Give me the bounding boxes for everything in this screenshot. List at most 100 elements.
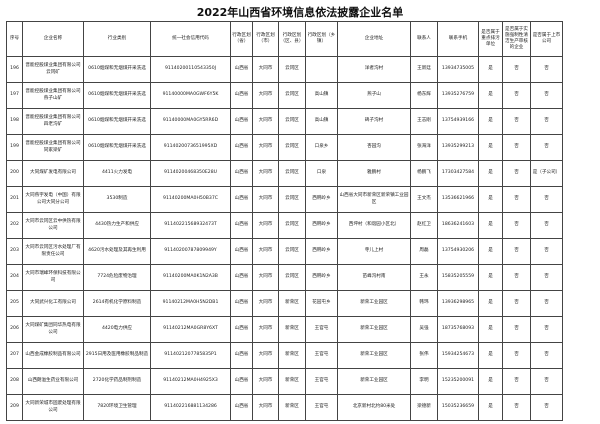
column-header: 统一社会信用代码 (150, 21, 231, 57)
table-cell: 208 (6, 368, 23, 395)
company-table: 序号 企业名称 行业类别 统一社会信用代码 行政区划（省） 行政区划（市） 行政区划（区、县… (6, 21, 563, 421)
table-cell: 否 (530, 56, 563, 83)
table-cell: 大同煤矿发电有限公司 (22, 160, 84, 187)
table-cell: 13935276759 (437, 82, 479, 109)
table-cell: 大同燕宇发电（中国）有限公司大同分公司 (22, 186, 84, 213)
table-cell: 是 (478, 56, 503, 83)
column-header: 企业地址 (337, 21, 411, 57)
table-cell: 205 (6, 290, 23, 317)
table-cell: 新荣区 (278, 394, 306, 421)
column-header: 行政区划（市） (252, 21, 279, 57)
table-cell: 西韩岭乡 (305, 264, 338, 291)
table-cell: 0610烟煤和无烟煤开采洗选 (83, 82, 151, 109)
table-cell: 911402216881134286 (150, 394, 231, 421)
table-cell: 是 (478, 238, 503, 265)
table-cell: 李明 (410, 368, 438, 395)
table-cell: 2915日用及医用橡胶制品制造 (83, 342, 151, 369)
table-cell: 西韩岭乡 (305, 186, 338, 213)
table-cell: 晋能控股煤业集团有限公司云冈矿 (22, 56, 84, 83)
table-cell: 是 (478, 264, 503, 291)
table-cell: 203 (6, 238, 23, 265)
table-cell: 197 (6, 82, 23, 109)
table-cell: 否 (530, 342, 563, 369)
table-cell: 204 (6, 264, 23, 291)
table-cell: 新荣工业园区 (337, 368, 411, 395)
table-cell: 大同市云冈区云中供热有限公司 (22, 212, 84, 239)
table-cell: 13754939166 (437, 108, 479, 135)
table-cell: 91140212MA0H5N2DB1 (150, 290, 231, 317)
table-cell: 山西省 (230, 186, 253, 213)
table-cell: 否 (502, 160, 531, 187)
column-header: 联系人 (410, 21, 438, 57)
table-cell: 否 (502, 56, 531, 83)
column-header: 是否属于上市公司 (530, 21, 563, 57)
table-cell: 云冈区 (278, 186, 306, 213)
table-cell: 大同市 (252, 160, 279, 187)
table-cell: 山西省大同市新荣区新荣镇工业园区 (337, 186, 411, 213)
table-cell: 梁德新 (410, 394, 438, 421)
table-cell: 大同市 (252, 316, 279, 343)
table-cell: 否 (502, 264, 531, 291)
table-cell: 口泉乡 (305, 134, 338, 161)
table-cell: 周磊 (410, 238, 438, 265)
table-cell: 91140212MA0GR8Y6XT (150, 316, 231, 343)
table-row: 206 大同煤矿集团同华热电有限公司 4420电力供应 91140212MA0GR8Y… (6, 316, 563, 343)
table-cell: 山西省 (230, 316, 253, 343)
table-cell: 15934254673 (437, 342, 479, 369)
table-cell: 4420电力供应 (83, 316, 151, 343)
table-row: 199 晋能控股煤业集团有限公司同家梁矿 0610烟煤和无烟煤开采洗选 9114020… (6, 134, 563, 161)
table-cell: 王志刚 (410, 108, 438, 135)
table-cell: 云冈区 (278, 82, 306, 109)
table-cell: 199 (6, 134, 23, 161)
table-cell: 209 (6, 394, 23, 421)
table-cell: 洋者沟村 (337, 56, 411, 83)
table-cell: 大同市 (252, 342, 279, 369)
table-row: 205 大同武兴化工有限公司 2614有机化学原料制造 91140212MA0H5N2… (6, 290, 563, 317)
table-cell: 13935299213 (437, 134, 479, 161)
table-cell: 是 (478, 186, 503, 213)
column-header: 行业类别 (83, 21, 151, 57)
table-cell: 燕子山 (337, 82, 411, 109)
table-cell: 0610烟煤和无烟煤开采洗选 (83, 108, 151, 135)
table-row: 208 山西朗溢生药业有限公司 2720化学药品制剂制造 91140212MA0H49… (6, 368, 563, 395)
table-row: 196 晋能控股煤业集团有限公司云冈矿 0610烟煤和无烟煤开采洗选 91140200… (6, 56, 563, 83)
table-cell: 否 (530, 82, 563, 109)
table-cell: 碑子沟村 (337, 108, 411, 135)
table-cell: 13934735005 (437, 56, 479, 83)
table-cell: 198 (6, 108, 23, 135)
table-cell: 山西省 (230, 56, 253, 83)
table-cell: 新荣区 (278, 290, 306, 317)
table-cell: 91140200MA0H50B37C (150, 186, 231, 213)
table-cell: 新荣工业园区 (337, 316, 411, 343)
table-cell: 杏园沟 (337, 134, 411, 161)
table-cell: 91140000MA0GY5RR6D (150, 108, 231, 135)
table-cell: 新荣工业园区 (337, 342, 411, 369)
table-cell: 大同市 (252, 238, 279, 265)
table-cell: 是 (478, 108, 503, 135)
table-cell: 15035236659 (437, 394, 479, 421)
table-row: 207 山西金成橡胶制品有限公司 2915日用及医用橡胶制品制造 9114021207… (6, 342, 563, 369)
column-header: 序号 (6, 21, 23, 57)
table-cell: 207 (6, 342, 23, 369)
table-cell: 苗峰沟村南 (337, 264, 411, 291)
table-cell: 91140200MA0K1N2A3B (150, 264, 231, 291)
table-cell: 大同煤矿集团同华热电有限公司 (22, 316, 84, 343)
table-cell: 206 (6, 316, 23, 343)
table-cell: 是 (478, 212, 503, 239)
table-cell: 新荣区 (278, 342, 306, 369)
table-cell: 云冈区 (278, 212, 306, 239)
table-cell: 13754930206 (437, 238, 479, 265)
table-cell: 91140221568932473T (150, 212, 231, 239)
table-cell: 9114021207785835P1 (150, 342, 231, 369)
table-cell: 山西省 (230, 394, 253, 421)
table-cell: 否 (502, 108, 531, 135)
table-cell: 91140200468350E28U (150, 160, 231, 187)
table-cell: 杨东辉 (410, 82, 438, 109)
table-cell: 大同市 (252, 134, 279, 161)
table-cell: 山西省 (230, 238, 253, 265)
table-cell: 否 (530, 394, 563, 421)
table-cell: 吴强 (410, 316, 438, 343)
table-cell: 91140200787809949Y (150, 238, 231, 265)
table-cell: 晋能控股煤业集团有限公司同家梁矿 (22, 134, 84, 161)
table-row: 200 大同煤矿发电有限公司 4411火力发电 91140200468350E28U 山… (6, 160, 563, 187)
